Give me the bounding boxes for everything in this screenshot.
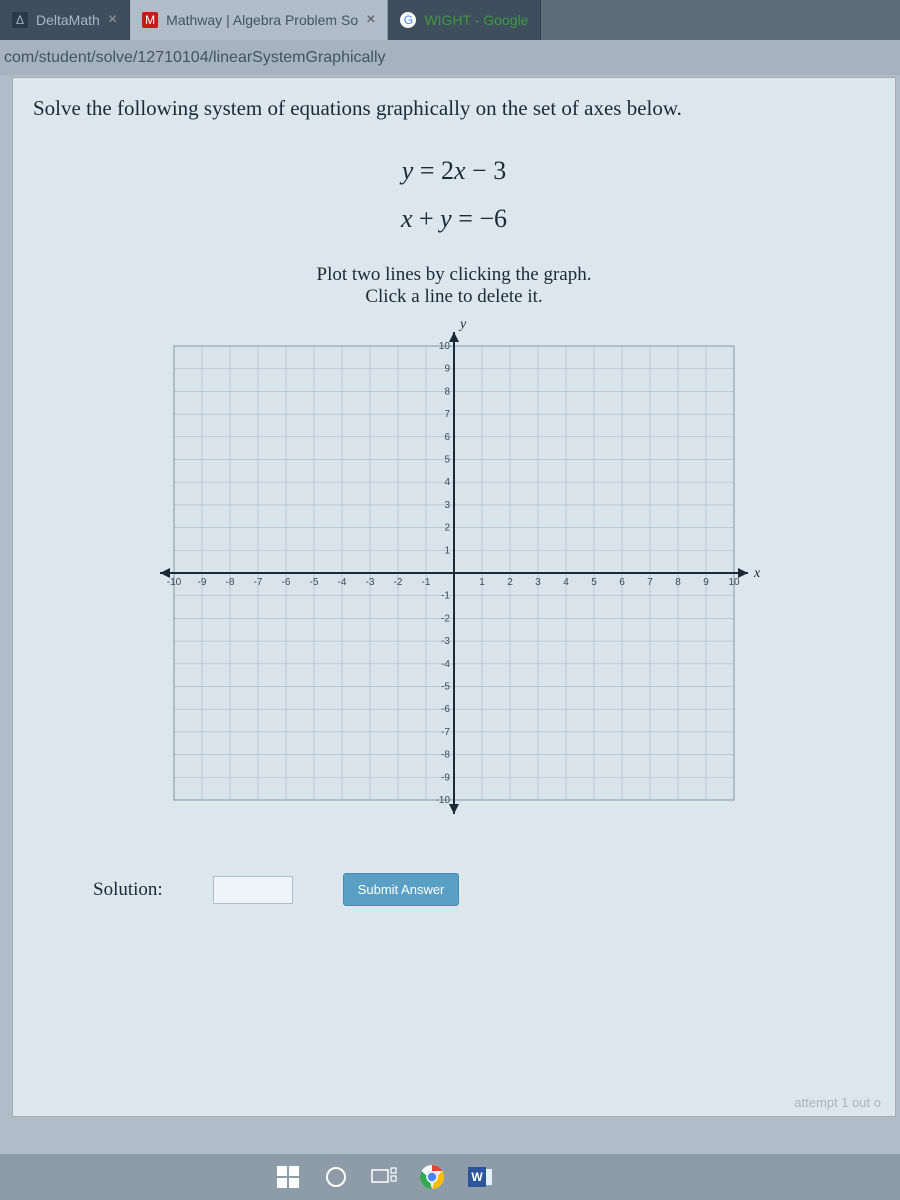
svg-text:4: 4 xyxy=(563,577,569,588)
windows-taskbar: W xyxy=(0,1154,900,1200)
svg-text:4: 4 xyxy=(444,477,450,488)
mathway-icon: M xyxy=(142,12,158,28)
close-icon[interactable]: × xyxy=(366,11,375,29)
chrome-icon[interactable] xyxy=(414,1159,450,1195)
tab-label: WIGHT - Google xyxy=(424,12,528,28)
svg-text:-7: -7 xyxy=(254,577,263,588)
svg-text:-5: -5 xyxy=(310,577,319,588)
tab-label: DeltaMath xyxy=(36,12,100,28)
svg-text:-3: -3 xyxy=(441,636,450,647)
equations-block: y = 2x − 3 x + y = −6 xyxy=(33,156,875,234)
equation-2: x + y = −6 xyxy=(33,204,875,234)
svg-text:-3: -3 xyxy=(366,577,375,588)
svg-text:1: 1 xyxy=(444,545,450,556)
url-text: com/student/solve/12710104/linearSystemG… xyxy=(4,49,386,67)
svg-text:-6: -6 xyxy=(441,704,450,715)
problem-statement: Solve the following system of equations … xyxy=(33,96,875,121)
svg-text:-5: -5 xyxy=(441,682,450,693)
solution-input[interactable] xyxy=(213,876,293,904)
svg-text:5: 5 xyxy=(591,577,597,588)
svg-text:x: x xyxy=(753,566,761,581)
svg-text:6: 6 xyxy=(619,577,625,588)
solution-label: Solution: xyxy=(93,879,163,901)
svg-text:W: W xyxy=(471,1170,483,1184)
url-bar[interactable]: com/student/solve/12710104/linearSystemG… xyxy=(0,40,900,75)
plot-instructions: Plot two lines by clicking the graph. Cl… xyxy=(33,264,875,308)
svg-text:-10: -10 xyxy=(436,795,451,806)
deltamath-icon: Δ xyxy=(12,12,28,28)
svg-text:7: 7 xyxy=(647,577,653,588)
attempt-counter: attempt 1 out o xyxy=(794,1095,881,1110)
svg-text:-4: -4 xyxy=(441,659,450,670)
problem-content: Solve the following system of equations … xyxy=(12,77,896,1117)
svg-text:3: 3 xyxy=(444,500,450,511)
svg-text:-9: -9 xyxy=(441,772,450,783)
svg-text:-1: -1 xyxy=(441,591,450,602)
svg-text:-7: -7 xyxy=(441,727,450,738)
coordinate-grid[interactable]: -10 -9 -8 -7 -6 -5 -4 -3 -2 -1 1 2 3 4 5 6 7 8 9 10 -10 -9 -8 -… xyxy=(134,318,774,828)
svg-text:6: 6 xyxy=(444,432,450,443)
svg-text:-8: -8 xyxy=(441,750,450,761)
tab-google[interactable]: G WIGHT - Google xyxy=(388,0,541,40)
svg-text:10: 10 xyxy=(728,577,740,588)
svg-text:3: 3 xyxy=(535,577,541,588)
tab-mathway[interactable]: M Mathway | Algebra Problem So × xyxy=(130,0,388,40)
graph-container: -10 -9 -8 -7 -6 -5 -4 -3 -2 -1 1 2 3 4 5 6 7 8 9 10 -10 -9 -8 -… xyxy=(33,318,875,828)
svg-text:-4: -4 xyxy=(338,577,347,588)
svg-text:7: 7 xyxy=(444,409,450,420)
svg-text:8: 8 xyxy=(675,577,681,588)
svg-text:-2: -2 xyxy=(394,577,403,588)
svg-text:8: 8 xyxy=(444,386,450,397)
close-icon[interactable]: × xyxy=(108,11,117,29)
submit-answer-button[interactable]: Submit Answer xyxy=(343,873,460,906)
svg-text:2: 2 xyxy=(507,577,513,588)
browser-tabs-bar: Δ DeltaMath × M Mathway | Algebra Proble… xyxy=(0,0,900,40)
svg-text:-8: -8 xyxy=(226,577,235,588)
svg-text:-6: -6 xyxy=(282,577,291,588)
task-view-icon[interactable] xyxy=(366,1159,402,1195)
word-icon[interactable]: W xyxy=(462,1159,498,1195)
svg-text:-2: -2 xyxy=(441,613,450,624)
svg-text:1: 1 xyxy=(479,577,485,588)
svg-text:9: 9 xyxy=(444,364,450,375)
svg-text:10: 10 xyxy=(439,341,451,352)
svg-text:-9: -9 xyxy=(198,577,207,588)
solution-row: Solution: Submit Answer xyxy=(93,873,875,906)
svg-text:2: 2 xyxy=(444,523,450,534)
svg-text:y: y xyxy=(458,318,467,332)
tab-label: Mathway | Algebra Problem So xyxy=(166,12,358,28)
windows-start-icon[interactable] xyxy=(270,1159,306,1195)
tab-deltamath[interactable]: Δ DeltaMath × xyxy=(0,0,130,40)
cortana-icon[interactable] xyxy=(318,1159,354,1195)
svg-text:5: 5 xyxy=(444,455,450,466)
google-icon: G xyxy=(400,12,416,28)
equation-1: y = 2x − 3 xyxy=(33,156,875,186)
svg-text:9: 9 xyxy=(703,577,709,588)
svg-text:-1: -1 xyxy=(422,577,431,588)
svg-text:-10: -10 xyxy=(167,577,182,588)
